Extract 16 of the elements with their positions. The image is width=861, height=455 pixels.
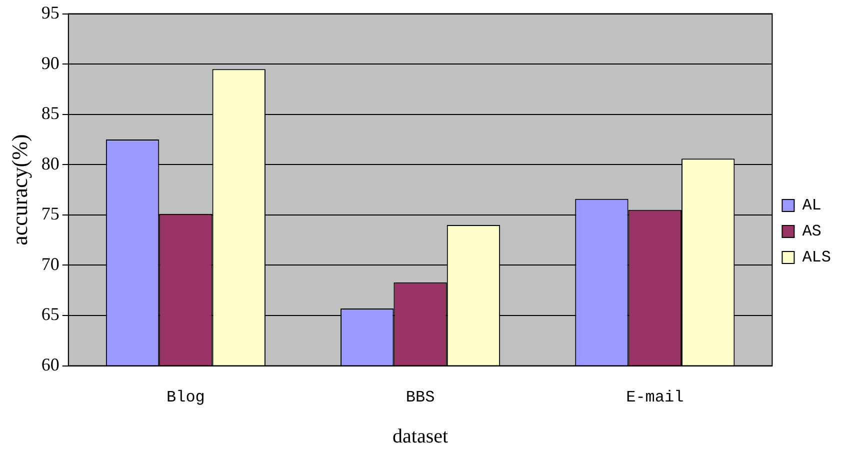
x-tick-label: Blog bbox=[166, 388, 205, 407]
y-tick-label: 75 bbox=[41, 204, 60, 224]
legend-label: ALS bbox=[802, 248, 832, 267]
y-tick-label: 70 bbox=[41, 254, 60, 274]
legend-label: AS bbox=[802, 222, 822, 241]
x-tick-label: E-mail bbox=[626, 388, 684, 407]
y-axis-title: accuracy(%) bbox=[6, 134, 32, 246]
legend-label: AL bbox=[802, 196, 822, 215]
y-tick-label: 60 bbox=[41, 354, 60, 375]
y-tick-label: 90 bbox=[41, 52, 60, 73]
x-tick-label: BBS bbox=[406, 388, 435, 407]
y-tick-label: 80 bbox=[41, 153, 60, 174]
y-tick-label: 65 bbox=[41, 304, 60, 324]
x-axis-title: dataset bbox=[392, 425, 449, 448]
y-tick-label: 95 bbox=[41, 2, 60, 23]
y-tick-label: 85 bbox=[41, 103, 60, 124]
